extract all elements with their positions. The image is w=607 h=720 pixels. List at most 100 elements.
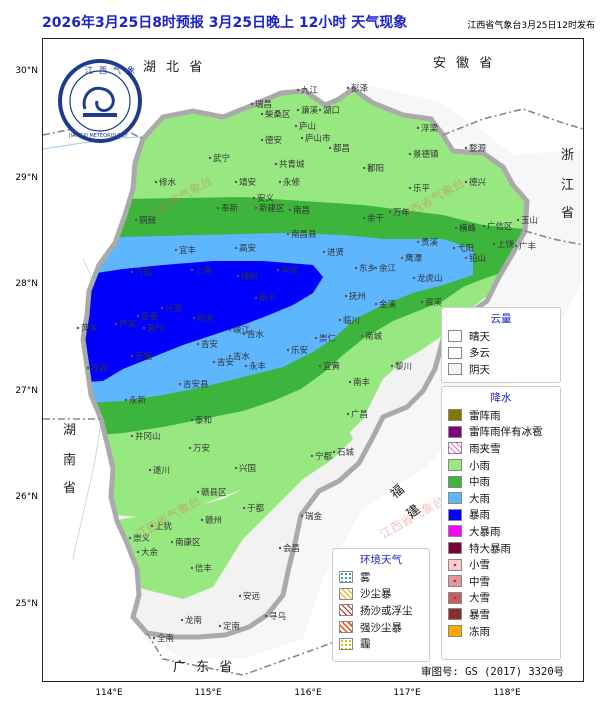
city-label-anyuan: 安远 — [243, 591, 261, 602]
city-dot-icon — [318, 108, 322, 112]
city-dot-icon — [322, 250, 326, 254]
city-dot-icon — [348, 380, 352, 384]
legend-precip-item: 特大暴雨 — [442, 540, 560, 557]
city-dot-icon — [196, 342, 200, 346]
lat-label-25: 25°N — [15, 599, 38, 609]
legend-precip-label: 大雪 — [469, 592, 490, 605]
city-label-zixi: 资溪 — [425, 297, 443, 308]
city-label-quannan: 全南 — [157, 633, 174, 644]
legend-precip-item: 冻雨 — [442, 623, 560, 640]
city-dot-icon — [134, 218, 138, 222]
city-dot-icon — [408, 152, 412, 156]
legend-precip-label: 中雨 — [469, 476, 490, 489]
legend-precip-item: 暴雨 — [442, 507, 560, 524]
city-dot-icon — [390, 364, 394, 368]
city-label-yichun: 宜春 — [141, 311, 159, 322]
city-dot-icon — [454, 226, 458, 230]
legend-env-label: 霾 — [360, 638, 371, 651]
city-dot-icon — [338, 318, 342, 322]
city-dot-icon — [344, 294, 348, 298]
city-label-zhangshu: 樟树 — [241, 271, 259, 282]
city-label-jishui: 吉水 — [233, 351, 251, 362]
city-label-shanggao: 上高 — [195, 265, 212, 276]
legend-cloud-swatch — [448, 330, 462, 343]
city-label-gongqing: 共青城 — [279, 159, 305, 170]
city-label-luxi: 芦溪 — [119, 319, 137, 330]
legend-cloud-item: 阴天 — [442, 361, 560, 378]
city-label-dingnan: 定南 — [223, 621, 240, 632]
legend-precip-label: 特大暴雨 — [469, 542, 511, 555]
legend-env-label: 强沙尘暴 — [360, 621, 402, 634]
legend-precip-swatch — [448, 525, 462, 538]
city-label-wannian: 万年 — [393, 207, 411, 218]
city-label-pingxiang: 萍乡 — [81, 323, 98, 334]
city-label-ganzhou: 赣州 — [205, 515, 222, 526]
city-dot-icon — [234, 466, 238, 470]
city-label-jinxi: 金溪 — [379, 299, 397, 310]
city-label-jinxian: 进贤 — [327, 248, 345, 258]
city-label-linchuan: 临川 — [343, 315, 360, 326]
city-dot-icon — [242, 332, 246, 336]
legend-cloud-label: 多云 — [469, 347, 490, 360]
city-dot-icon — [300, 514, 304, 518]
jiangxi-meteorology-logo-icon — [58, 59, 142, 143]
lon-label-115: 115°E — [194, 688, 222, 698]
city-label-ji_shui: 吉水 — [247, 329, 265, 340]
legend-precip-label: 暴雪 — [469, 608, 490, 621]
city-dot-icon — [254, 296, 258, 300]
city-label-leping: 乐平 — [413, 183, 431, 194]
city-label-anfu: 安福 — [135, 351, 152, 362]
neighbor-hunan-1: 湖 — [63, 423, 76, 438]
city-dot-icon — [218, 624, 222, 628]
city-dot-icon — [150, 524, 154, 528]
legend-precip-swatch — [448, 409, 462, 422]
city-dot-icon — [190, 566, 194, 570]
neighbor-zhejiang-2: 江 — [561, 178, 574, 193]
city-label-jianxian: 吉安县 — [183, 379, 209, 390]
city-dot-icon — [374, 266, 378, 270]
city-dot-icon — [76, 326, 80, 330]
city-dot-icon — [300, 136, 304, 140]
city-dot-icon — [170, 540, 174, 544]
city-dot-icon — [310, 454, 314, 458]
legend-cloud-item: 晴天 — [442, 328, 560, 345]
city-label-yongxin: 永新 — [129, 395, 147, 406]
legend-precip-swatch — [448, 475, 462, 488]
lat-label-30: 30°N — [15, 66, 38, 76]
city-label-taihe: 泰和 — [195, 415, 212, 426]
city-dot-icon — [354, 266, 358, 270]
city-label-gaoan: 高安 — [239, 243, 256, 254]
city-label-longnan: 龙南 — [185, 615, 202, 626]
legend-precip-item: 中雪 — [442, 573, 560, 590]
logo-text-cn: 江西气象 — [85, 65, 141, 75]
city-dot-icon — [192, 316, 196, 320]
city-label-yuanzhou: 袁州 — [147, 323, 164, 334]
city-label-suichuan: 遂川 — [153, 465, 170, 476]
lat-label-27: 27°N — [15, 386, 38, 396]
city-dot-icon — [196, 490, 200, 494]
city-dot-icon — [212, 360, 216, 364]
city-label-chaisang: 柴桑区 — [265, 109, 291, 120]
city-label-xunwu: 寻乌 — [269, 611, 286, 622]
city-dot-icon — [236, 274, 240, 278]
city-dot-icon — [360, 334, 364, 338]
neighbor-guangdong: 广 东 省 — [173, 660, 235, 675]
legend-precip-label: 雨夹雪 — [469, 442, 501, 455]
city-dot-icon — [408, 186, 412, 190]
city-dot-icon — [254, 206, 258, 210]
legend-precip-swatch — [448, 591, 462, 604]
city-label-yongfeng: 永丰 — [249, 361, 267, 372]
city-dot-icon — [178, 382, 182, 386]
legend-precip-swatch — [448, 492, 462, 505]
legend-precip-label: 雷阵雨 — [469, 409, 501, 422]
city-dot-icon — [388, 210, 392, 214]
city-label-fuzhou: 抚州 — [349, 291, 366, 302]
city-label-hengfeng: 横峰 — [459, 223, 477, 234]
legend-cloud-swatch — [448, 346, 462, 359]
city-dot-icon — [346, 86, 350, 90]
legend-env-item: 扬沙或浮尘 — [333, 602, 429, 619]
city-dot-icon — [128, 536, 132, 540]
legend-env-swatch — [339, 621, 353, 634]
legend-precip-item: 小雨 — [442, 457, 560, 474]
